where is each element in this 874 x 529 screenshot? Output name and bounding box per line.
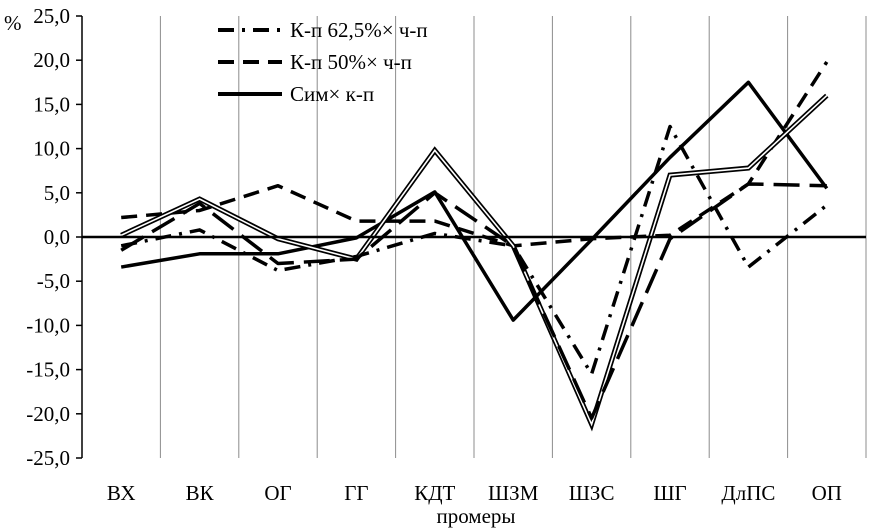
x-tick-label: ГГ: [344, 481, 368, 505]
y-tick-label: 25,0: [33, 4, 70, 28]
series-line-dash-dot-0: [120, 124, 828, 376]
legend: К-п 62,5%× ч-п К-п 50%× ч-п Сим× к-п: [218, 18, 428, 106]
legend-label: К-п 50%× ч-п: [290, 50, 412, 74]
x-tick-label: ОГ: [264, 481, 291, 505]
y-tick-label: 15,0: [33, 92, 70, 116]
y-tick-label: 20,0: [33, 48, 70, 72]
x-tick-label: КДТ: [414, 481, 455, 505]
series-line-double-3-inner: [120, 94, 828, 427]
y-tick-label: -20,0: [26, 402, 70, 426]
y-tick-label: 5,0: [44, 181, 70, 205]
y-tick-label: -10,0: [26, 313, 70, 337]
series-lines: [120, 61, 829, 432]
x-tick-label: ВК: [186, 481, 215, 505]
y-tick-label: 10,0: [33, 137, 70, 161]
y-tick-label: 0,0: [44, 225, 70, 249]
series-line-solid-2: [120, 80, 829, 322]
legend-label: К-п 62,5%× ч-п: [290, 18, 428, 42]
x-tick-label: ШГ: [653, 481, 686, 505]
x-tick-label: ДлПС: [721, 481, 775, 505]
y-axis-label: %: [4, 11, 22, 35]
x-axis-label: промеры: [436, 504, 515, 528]
x-tick-label: ОП: [812, 481, 842, 505]
x-tick-label: ВХ: [107, 481, 136, 505]
x-tick-labels: ВХ ВК ОГ ГГ КДТ ШЗМ ШЗС ШГ ДлПС ОП: [107, 481, 842, 505]
y-tick-label: -15,0: [26, 358, 70, 382]
legend-label: Сим× к-п: [290, 82, 374, 106]
y-tick-label: -5,0: [37, 269, 70, 293]
y-tick-labels: -25,0 -20,0 -15,0 -10,0 -5,0 0,0 5,0 10,0 15,0 20…: [26, 4, 82, 470]
series-line-long-dash-4: [120, 182, 827, 420]
x-tick-label: ШЗС: [569, 481, 615, 505]
x-tick-label: ШЗМ: [488, 481, 539, 505]
y-tick-label: -25,0: [26, 446, 70, 470]
